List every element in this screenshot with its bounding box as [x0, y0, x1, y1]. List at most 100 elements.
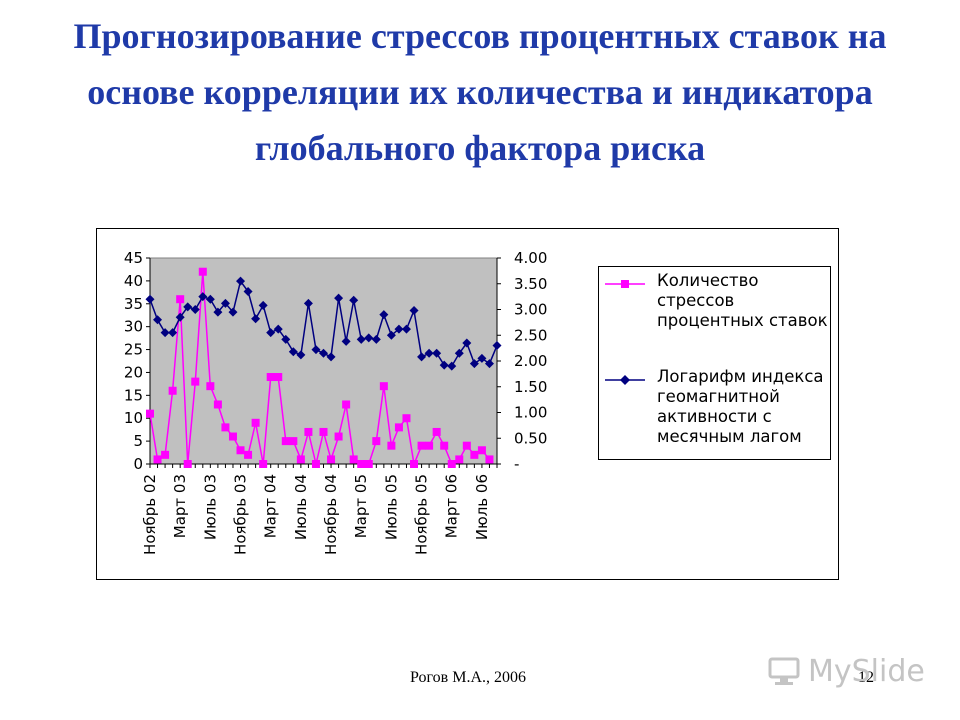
series-1-point [477, 446, 486, 455]
series-2-point [417, 352, 427, 362]
series-1-point [168, 386, 177, 395]
series-1-point [176, 295, 185, 304]
series-1-point [342, 400, 351, 409]
series-1-point [349, 455, 358, 464]
y-right-tick-label: 0.50 [514, 429, 547, 447]
series-2-point [371, 334, 381, 344]
watermark-logo: MySlide [768, 652, 928, 692]
series-2-point [153, 315, 163, 325]
series-1-point [161, 450, 170, 459]
series-2-point [183, 302, 193, 312]
series-2-point [213, 307, 223, 317]
legend-swatch-series-1 [605, 280, 645, 288]
series-1-point [410, 460, 419, 468]
x-tick-label: Ноябрь 03 [232, 474, 250, 555]
y-left-tick-label: 0 [133, 455, 143, 473]
series-2-point [168, 328, 178, 338]
series-1-point [274, 373, 283, 382]
series-1-point [311, 460, 320, 468]
series-2-point [160, 328, 170, 338]
series-2-point [462, 338, 472, 348]
series-2-point [175, 312, 185, 322]
series-1-point [304, 427, 313, 436]
series-1-point [432, 427, 441, 436]
y-left-tick-label: 5 [133, 432, 143, 450]
x-tick-label: Ноябрь 04 [322, 474, 340, 555]
x-tick-label: Март 03 [171, 474, 189, 538]
series-2-point [236, 276, 246, 286]
y-left-tick-label: 30 [124, 318, 143, 336]
legend-label-series-2: Логарифм индекса геомагнитной активности… [657, 367, 824, 446]
series-2-point [205, 294, 215, 304]
series-2-point [492, 341, 502, 351]
series-2-point [447, 361, 457, 371]
series-1-point [183, 460, 192, 468]
series-1-point [259, 460, 268, 468]
chart-legend: Количество стрессов процентных ставок Ло… [598, 266, 831, 460]
series-1-point [417, 441, 426, 450]
y-left-tick-label: 15 [124, 386, 143, 404]
x-tick-label: Ноябрь 05 [413, 474, 431, 555]
series-1-point [447, 460, 456, 468]
series-1-point [281, 437, 290, 446]
footer-author: Рогов М.А., 2006 [410, 669, 526, 686]
slide-title: Прогнозирование стрессов процентных став… [73, 16, 887, 168]
series-2-point [364, 333, 374, 343]
series-2-point [409, 306, 419, 316]
series-2-point [273, 324, 283, 334]
series-1-point [221, 423, 230, 432]
y-left-tick-label: 40 [124, 272, 143, 290]
x-tick-label: Июль 04 [292, 474, 310, 540]
series-1-point [425, 441, 434, 450]
x-tick-label: Июль 05 [382, 474, 400, 540]
series-2-point [303, 298, 313, 308]
series-2-point [341, 336, 351, 346]
series-2-point [379, 310, 389, 320]
y-right-tick-label: 3.00 [514, 301, 547, 319]
series-1-point [289, 437, 298, 446]
series-2-point [477, 353, 487, 363]
series-1-point [455, 455, 464, 464]
x-tick-label: Март 06 [443, 474, 461, 538]
series-2-point [311, 345, 321, 355]
series-2-point [190, 305, 200, 314]
series-2-point [394, 324, 404, 334]
y-right-tick-label: 3.50 [514, 275, 547, 293]
series-2-point [454, 348, 464, 358]
x-tick-label: Март 04 [262, 474, 280, 538]
series-2-point [251, 314, 261, 324]
x-tick-label: Март 05 [352, 474, 370, 538]
y-right-tick-label: 2.00 [514, 352, 547, 370]
series-1-point [327, 455, 336, 464]
series-1-point [462, 441, 471, 450]
series-1-point [402, 414, 411, 423]
legend-label-series-1: Количество стрессов процентных ставок [657, 271, 828, 330]
y-left-tick-label: 45 [124, 249, 143, 267]
series-1-point [394, 423, 403, 432]
series-1-point [266, 373, 275, 382]
x-tick-label: Ноябрь 02 [141, 474, 159, 555]
x-tick-label: Июль 06 [473, 474, 491, 540]
series-1-point [244, 450, 253, 459]
series-2-point [281, 334, 291, 344]
series-2-point [334, 293, 344, 303]
series-1-point [191, 377, 200, 386]
series-2-point [319, 348, 328, 358]
series-1-point [228, 432, 237, 441]
series-1-point [372, 437, 381, 446]
series-2-point [469, 359, 479, 369]
series-2-point [228, 307, 238, 317]
series-1-point [379, 382, 388, 391]
series-1-point [485, 455, 494, 464]
x-tick-label: Июль 03 [201, 474, 219, 540]
series-2-point [484, 359, 494, 369]
series-2-point [439, 360, 449, 370]
y-left-tick-label: 20 [124, 363, 143, 381]
series-1-point [153, 455, 162, 464]
series-2-point [288, 347, 298, 357]
series-2-point [386, 330, 396, 340]
series-1-point [198, 267, 207, 276]
series-1-point [146, 409, 154, 418]
series-1-point [334, 432, 343, 441]
y-left-tick-label: 10 [124, 409, 143, 427]
